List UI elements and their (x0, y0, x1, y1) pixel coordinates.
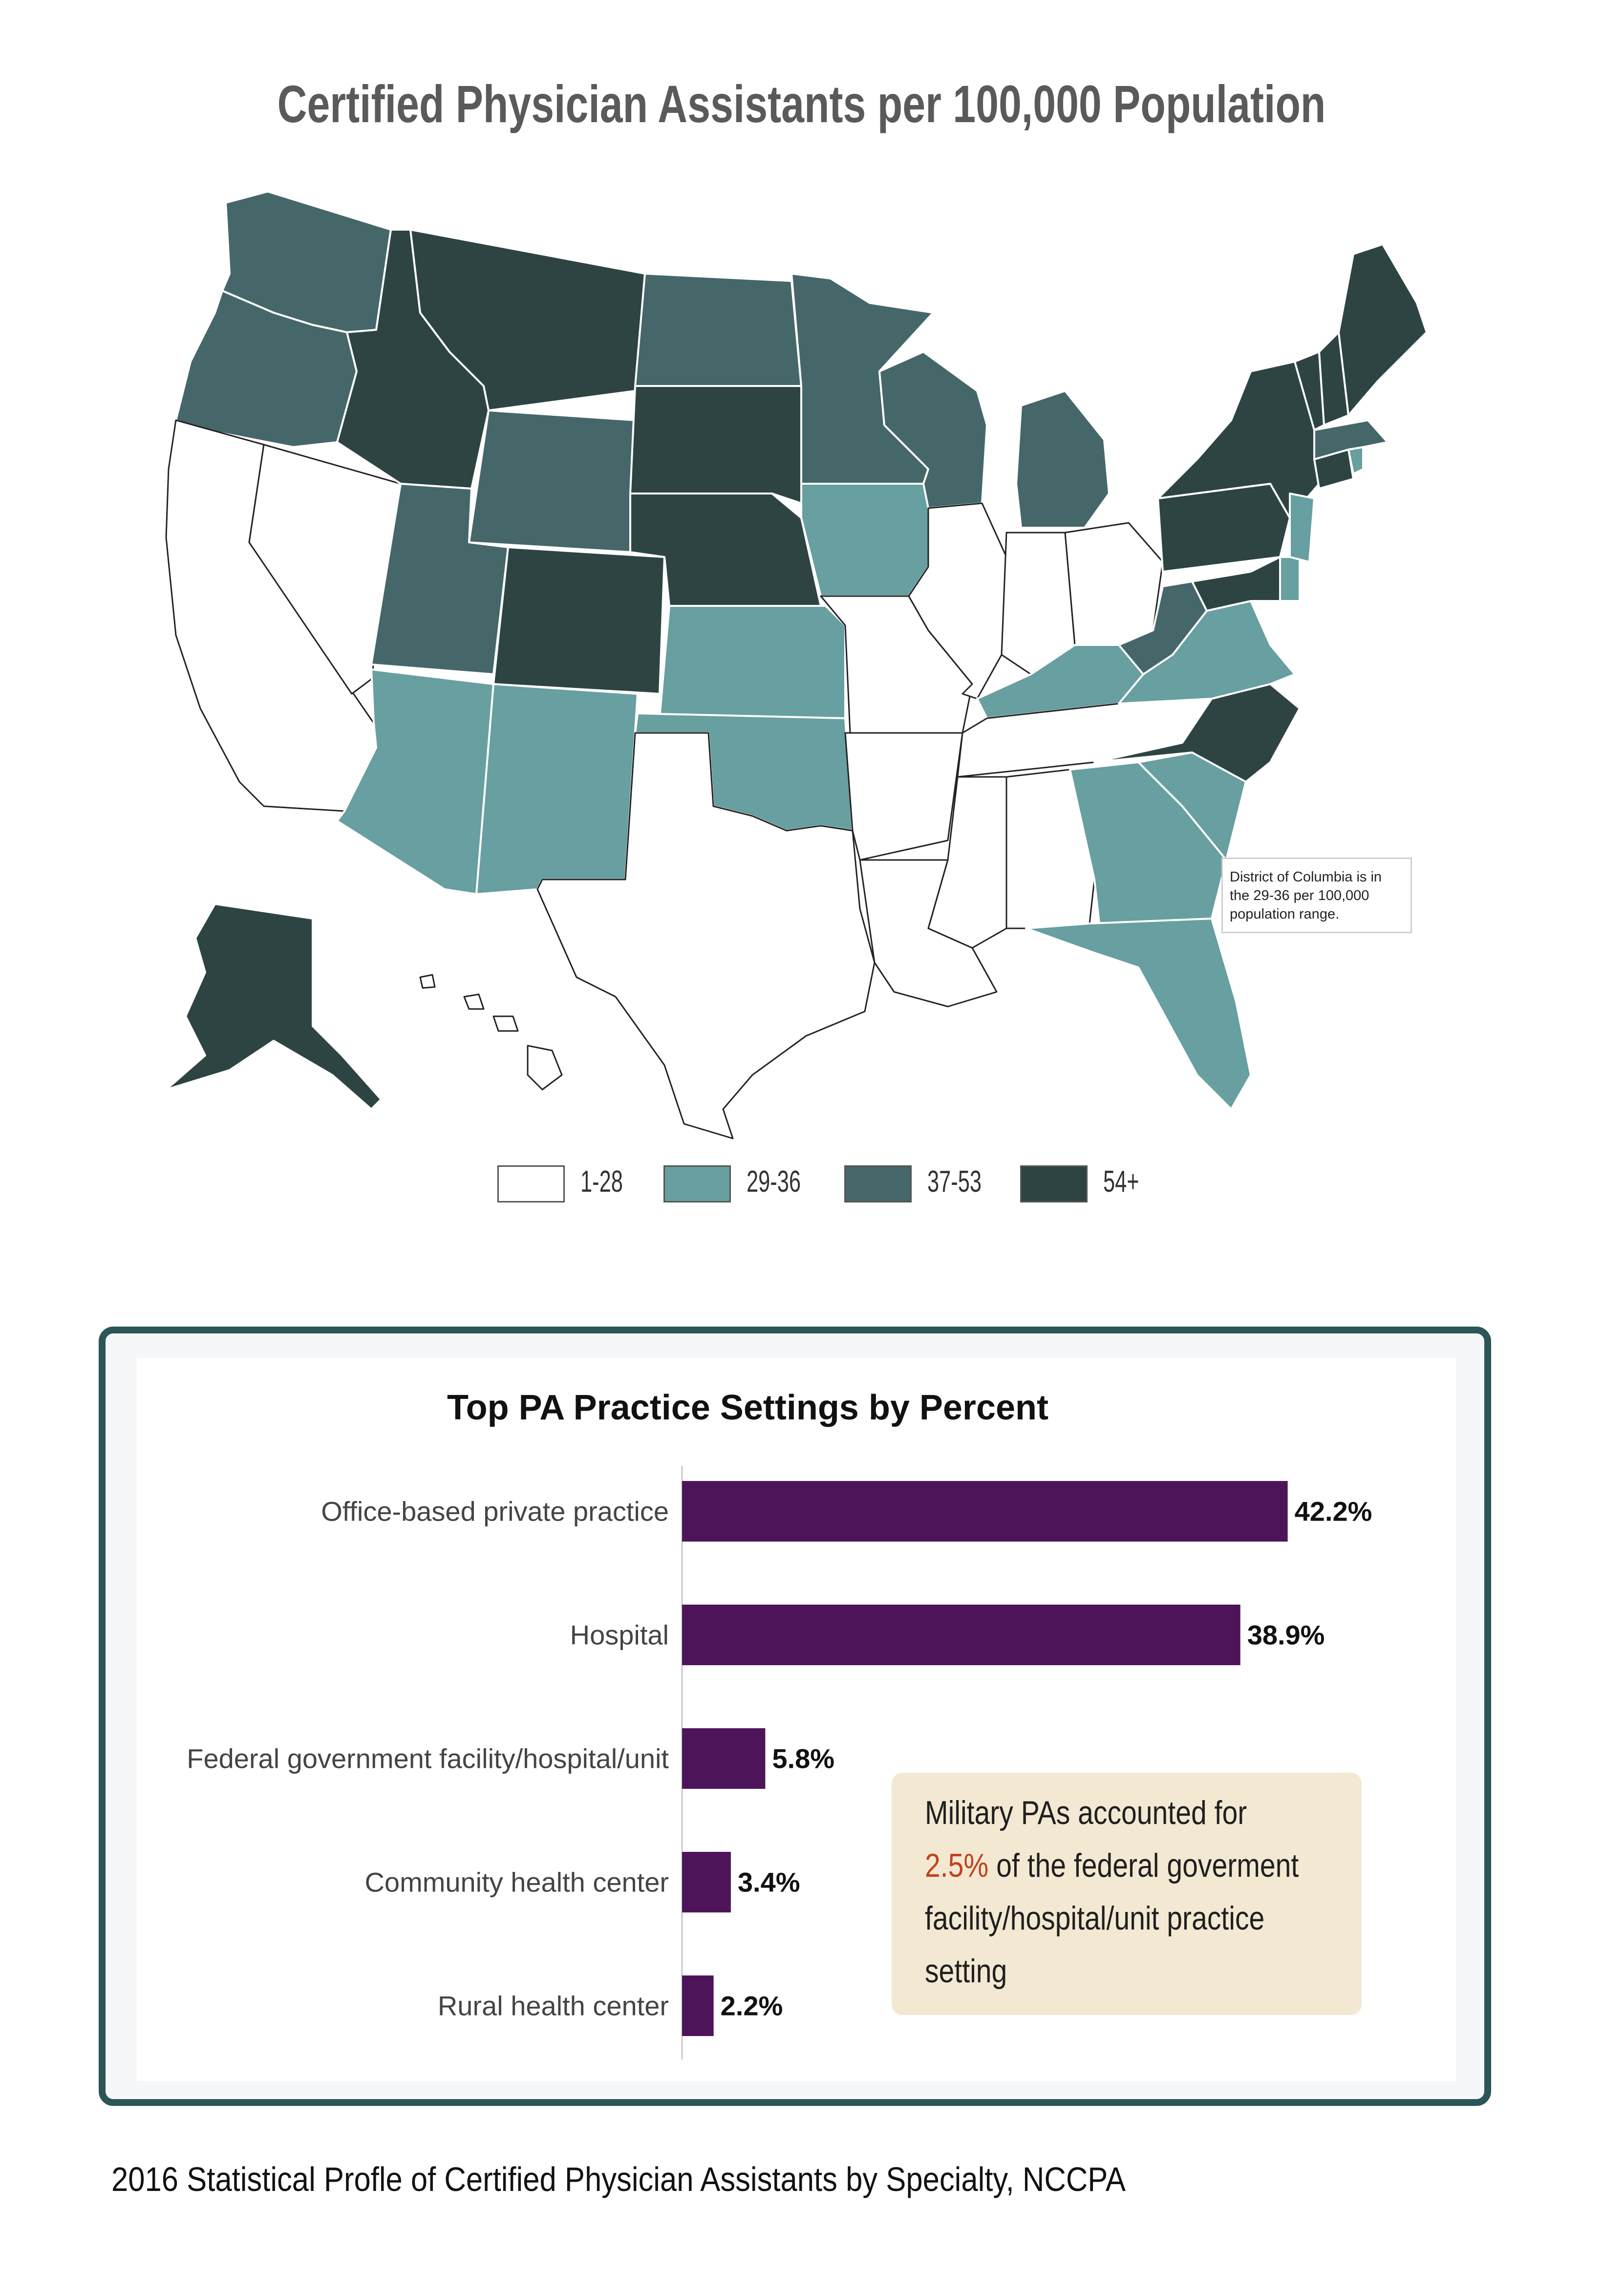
category-label: Hospital (570, 1619, 669, 1651)
map-title: Certified Physician Assistants per 100,0… (277, 74, 1326, 133)
callout-line3: facility/hospital/unit practice (925, 1900, 1265, 1937)
state-arkansas (844, 732, 963, 861)
category-label: Community health center (364, 1867, 669, 1898)
value-label: 3.4% (737, 1867, 800, 1898)
state-kansas (659, 605, 846, 719)
legend-swatch (844, 1165, 912, 1202)
state-michigan (1015, 390, 1110, 529)
state-south-dakota (629, 385, 802, 504)
state-oregon (175, 290, 358, 448)
callout-line2: of the federal goverment (988, 1847, 1299, 1884)
legend-swatch (497, 1165, 565, 1202)
state-hawaii-oahu (463, 993, 485, 1010)
map-legend: 1-28 29-36 37-53 54+ (0, 1160, 1603, 1204)
legend-label: 1-28 (580, 1165, 623, 1199)
state-colorado (492, 546, 665, 695)
category-label: Federal government facility/hospital/uni… (187, 1743, 669, 1774)
callout-text: Military PAs accounted for 2.5% of the f… (925, 1786, 1335, 1997)
category-label: Rural health center (437, 1990, 669, 2021)
state-hawaii-big-island (527, 1045, 563, 1091)
state-florida (1025, 918, 1252, 1110)
callout-line1: Military PAs accounted for (925, 1794, 1247, 1831)
state-texas (536, 732, 876, 1139)
callout-line4: setting (925, 1953, 1007, 1990)
dc-note: District of Columbia is in the 29-36 per… (1221, 858, 1412, 933)
chart-frame (99, 1327, 1491, 2106)
military-callout: Military PAs accounted for 2.5% of the f… (892, 1773, 1362, 2015)
legend-label: 37-53 (927, 1165, 982, 1199)
chart-title: Top PA Practice Settings by Percent (447, 1388, 1048, 1427)
bar (682, 1481, 1288, 1542)
state-alaska (165, 903, 382, 1110)
state-nevada (248, 444, 402, 695)
state-hawaii-kauai (419, 974, 436, 989)
state-illinois (908, 502, 1007, 700)
legend-label: 29-36 (747, 1165, 801, 1199)
state-new-jersey (1289, 493, 1315, 563)
state-west-virginia (1118, 580, 1208, 675)
value-label: 5.8% (772, 1743, 835, 1774)
state-hawaii-maui (492, 1015, 519, 1032)
legend-label: 54+ (1103, 1165, 1139, 1199)
callout-highlight: 2.5% (925, 1847, 989, 1884)
state-massachusetts (1313, 419, 1389, 460)
bar (682, 1852, 731, 1912)
source-note: 2016 Statistical Profle of Certified Phy… (111, 2160, 1126, 2198)
bar (682, 1605, 1240, 1665)
category-label: Office-based private practice (321, 1496, 669, 1527)
legend-swatch (663, 1165, 731, 1202)
state-maine (1338, 243, 1428, 416)
state-north-carolina (1093, 683, 1301, 783)
value-label: 42.2% (1294, 1496, 1372, 1527)
value-label: 2.2% (720, 1990, 783, 2021)
bar (682, 1975, 714, 2036)
value-label: 38.9% (1247, 1619, 1325, 1651)
legend-swatch (1020, 1165, 1088, 1202)
us-choropleth-map (165, 191, 1428, 1139)
bar (682, 1728, 766, 1789)
